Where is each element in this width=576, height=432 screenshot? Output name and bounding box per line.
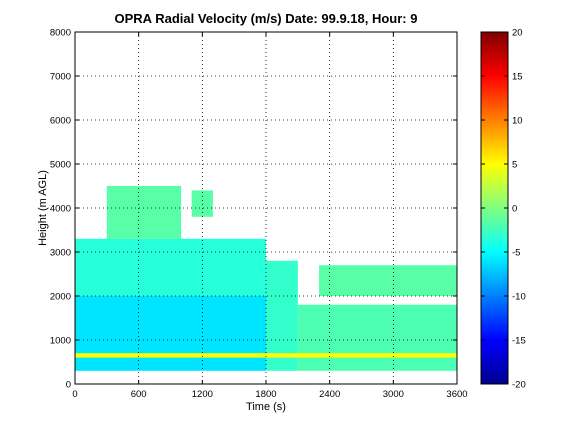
y-tick-label: 7000 [50, 72, 71, 83]
colorbar-ticks: -20 -15 -10 -5 0 5 10 15 20 [481, 28, 526, 391]
colorbar-tick-label: 10 [512, 116, 523, 127]
x-axis-label: Time (s) [246, 401, 286, 413]
heatmap-region-2 [266, 260, 298, 371]
x-tick-label: 1800 [255, 389, 276, 400]
heatmap-region-3 [297, 304, 457, 371]
chart-title: OPRA Radial Velocity (m/s) Date: 99.9.18… [115, 11, 418, 26]
y-tick-label: 6000 [50, 116, 71, 127]
x-tick-label: 600 [131, 389, 147, 400]
y-tick-label: 1000 [50, 336, 71, 347]
heatmap-region-4 [319, 265, 457, 296]
heatmap-region-6 [191, 190, 213, 217]
heatmap-region-7 [75, 353, 457, 358]
heatmap-region-1 [75, 238, 266, 296]
y-tick-label: 5000 [50, 160, 71, 171]
colorbar-tick-label: 0 [512, 204, 517, 215]
x-tick-label: 0 [72, 389, 77, 400]
x-tick-label: 1200 [192, 389, 213, 400]
colorbar-tick-label: -5 [512, 248, 520, 259]
colorbar-tick-label: -10 [512, 292, 526, 303]
colorbar-tick-label: 20 [512, 28, 523, 39]
colorbar-tick-label: -15 [512, 336, 526, 347]
y-tick-label: 3000 [50, 248, 71, 259]
x-axis-ticks: 0 600 1200 1800 2400 3000 3600 [72, 32, 468, 400]
x-tick-label: 3600 [446, 389, 467, 400]
y-axis-label: Height (m AGL) [37, 170, 49, 246]
grid-lines [75, 32, 457, 384]
heatmap-region-5 [106, 186, 182, 239]
heatmap-layer [75, 186, 457, 371]
heatmap-region-0 [75, 296, 266, 371]
colorbar-tick-label: 15 [512, 72, 523, 83]
x-tick-label: 2400 [319, 389, 340, 400]
y-tick-label: 0 [66, 380, 71, 391]
y-tick-label: 2000 [50, 292, 71, 303]
colorbar-tick-label: -20 [512, 380, 526, 391]
y-axis-ticks: 0 1000 2000 3000 4000 5000 6000 7000 8000 [50, 28, 457, 391]
y-tick-label: 8000 [50, 28, 71, 39]
colorbar-tick-label: 5 [512, 160, 517, 171]
x-tick-label: 3000 [383, 389, 404, 400]
colorbar [480, 31, 509, 385]
y-tick-label: 4000 [50, 204, 71, 215]
